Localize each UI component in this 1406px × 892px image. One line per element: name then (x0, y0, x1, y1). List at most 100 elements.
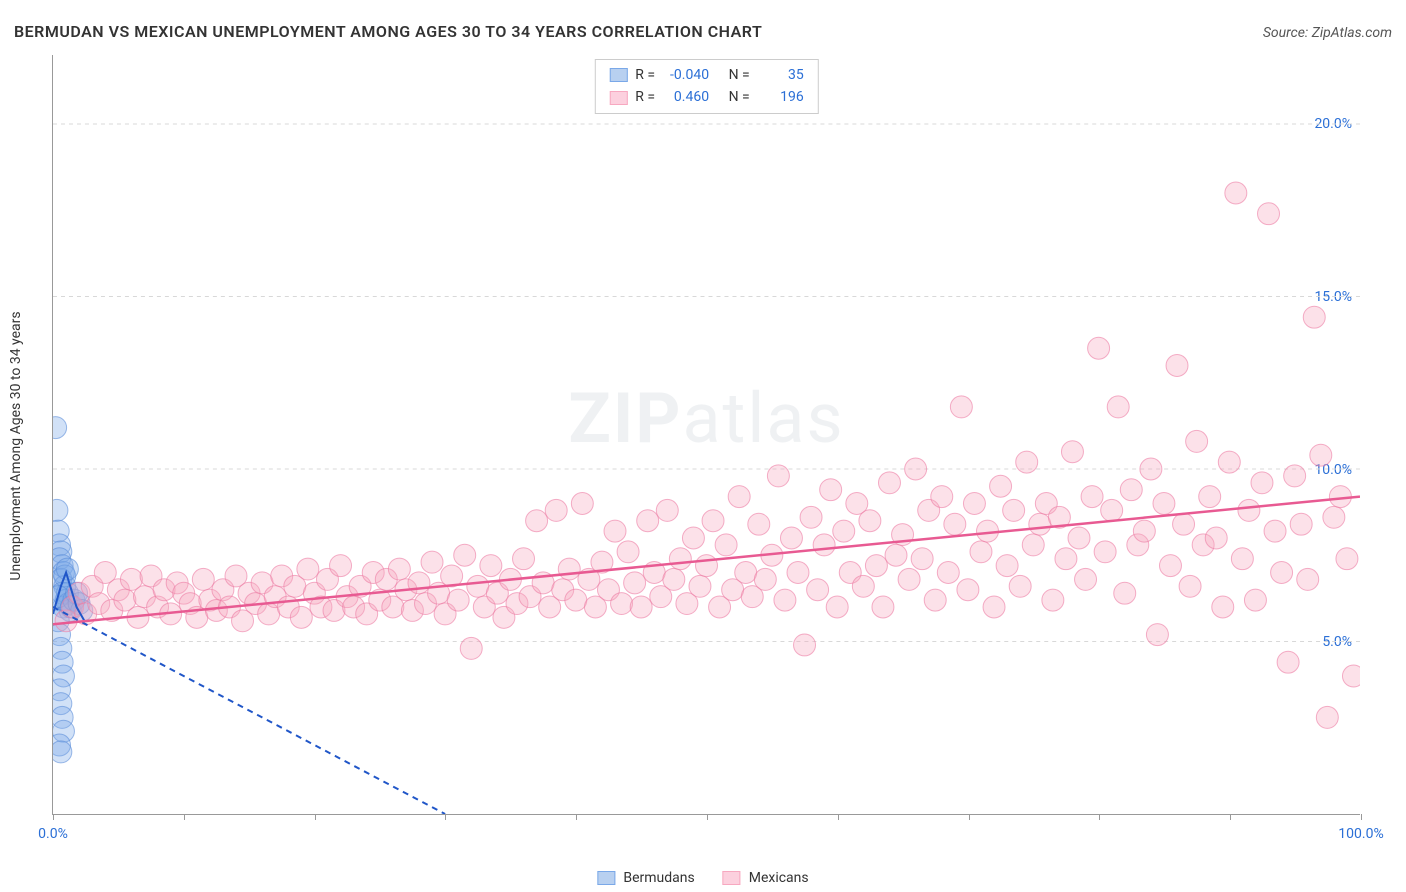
data-point (859, 510, 881, 532)
data-point (1244, 589, 1266, 611)
data-point (1218, 451, 1240, 473)
data-point (937, 562, 959, 584)
x-tick (315, 814, 316, 820)
data-point (1284, 465, 1306, 487)
stats-row: R = -0.040 N = 35 (609, 64, 803, 86)
data-point (1316, 706, 1338, 728)
chart-title: BERMUDAN VS MEXICAN UNEMPLOYMENT AMONG A… (14, 22, 762, 41)
x-tick (969, 814, 970, 820)
x-tick (707, 814, 708, 820)
data-point (794, 634, 816, 656)
data-point (696, 555, 718, 577)
data-point (1107, 396, 1129, 418)
x-tick (1099, 814, 1100, 820)
data-point (780, 527, 802, 549)
legend-swatch-mexicans (723, 871, 741, 885)
data-point (558, 558, 580, 580)
n-label: N = (729, 64, 750, 86)
data-point (1003, 499, 1025, 521)
data-point (1042, 589, 1064, 611)
data-point (526, 510, 548, 532)
data-point (1140, 458, 1162, 480)
data-point (996, 555, 1018, 577)
data-point (898, 568, 920, 590)
data-point (852, 575, 874, 597)
data-point (1094, 541, 1116, 563)
data-point (460, 637, 482, 659)
legend-label-bermudans: Bermudans (623, 870, 694, 886)
data-point (630, 596, 652, 618)
data-point (878, 472, 900, 494)
data-point (408, 572, 430, 594)
data-point (911, 548, 933, 570)
data-point (513, 548, 535, 570)
stats-swatch-bermudans (609, 68, 627, 82)
data-point (1088, 337, 1110, 359)
data-point (1258, 203, 1280, 225)
trend-line (53, 607, 445, 814)
x-tick-label: 100.0% (1338, 826, 1383, 842)
data-point (297, 558, 319, 580)
legend-item-bermudans: Bermudans (597, 870, 694, 886)
data-point (820, 479, 842, 501)
data-point (1205, 527, 1227, 549)
data-point (833, 520, 855, 542)
data-point (617, 541, 639, 563)
data-point (53, 417, 67, 439)
source-label: Source: ZipAtlas.com (1263, 25, 1392, 41)
data-point (1146, 624, 1168, 646)
data-point (1068, 527, 1090, 549)
data-point (990, 475, 1012, 497)
data-point (807, 579, 829, 601)
data-point (1251, 472, 1273, 494)
data-point (787, 562, 809, 584)
data-point (192, 568, 214, 590)
x-tick-label: 0.0% (38, 826, 68, 842)
data-point (388, 558, 410, 580)
data-point (813, 534, 835, 556)
data-point (1290, 513, 1312, 535)
data-point (656, 499, 678, 521)
data-point (931, 486, 953, 508)
data-point (735, 562, 757, 584)
data-point (447, 589, 469, 611)
data-point (1029, 513, 1051, 535)
r-label: R = (635, 86, 655, 108)
data-point (728, 486, 750, 508)
header: BERMUDAN VS MEXICAN UNEMPLOYMENT AMONG A… (14, 22, 1392, 41)
data-point (957, 579, 979, 601)
stats-row: R = 0.460 N = 196 (609, 86, 803, 108)
data-point (1173, 513, 1195, 535)
x-tick (53, 814, 54, 820)
data-point (53, 499, 68, 521)
data-point (715, 534, 737, 556)
data-point (983, 596, 1005, 618)
data-point (748, 513, 770, 535)
data-point (1186, 430, 1208, 452)
data-point (624, 572, 646, 594)
data-point (1212, 596, 1234, 618)
stats-swatch-mexicans (609, 91, 627, 105)
data-point (1120, 479, 1142, 501)
chart-container: BERMUDAN VS MEXICAN UNEMPLOYMENT AMONG A… (0, 0, 1406, 892)
data-point (1061, 441, 1083, 463)
x-tick (576, 814, 577, 820)
data-point (454, 544, 476, 566)
data-point (1264, 520, 1286, 542)
data-point (963, 493, 985, 515)
data-point (565, 589, 587, 611)
data-point (1271, 562, 1293, 584)
legend-swatch-bermudans (597, 871, 615, 885)
data-point (1238, 499, 1260, 521)
data-point (1081, 486, 1103, 508)
data-point (1153, 493, 1175, 515)
data-point (637, 510, 659, 532)
r-label: R = (635, 64, 655, 86)
data-point (1231, 548, 1253, 570)
data-point (1009, 575, 1031, 597)
data-point (865, 555, 887, 577)
chart-svg (53, 55, 1360, 814)
data-point (754, 568, 776, 590)
data-point (950, 396, 972, 418)
data-point (689, 575, 711, 597)
